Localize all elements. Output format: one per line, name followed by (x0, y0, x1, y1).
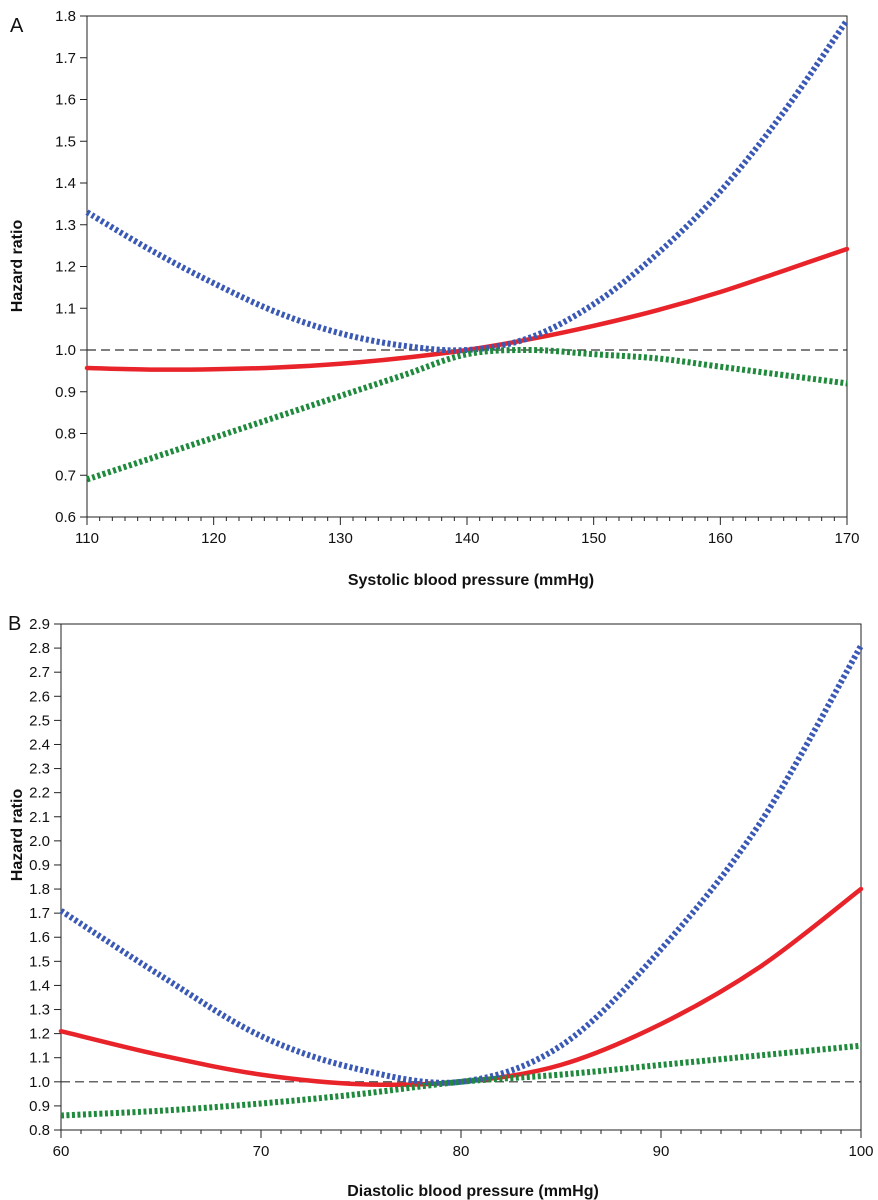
panel-b-y-tick-label: 0.9 (29, 1098, 50, 1115)
panel-a-x-tick-label: 160 (708, 530, 733, 547)
panel-a-y-tick-label: 1.7 (55, 50, 76, 67)
panel-a-x-axis-label: Systolic blood pressure (mmHg) (348, 572, 594, 589)
panel-b-series-dotted-blue (59, 644, 864, 1086)
panel-b-y-tick-label: 2.7 (29, 664, 50, 681)
panel-a-plot: 110 120 130 140 150 160 170 0.6 0.7 0.8 0.9 1.0 1.1 1… (55, 8, 859, 547)
panel-a-x-tick-label: 170 (834, 530, 859, 547)
panel-b-y-tick-label: 1.2 (29, 1026, 50, 1043)
panel-b-frame (60, 623, 862, 1131)
panel-b-y-tick-label: 1.1 (29, 1050, 50, 1067)
panel-a-series-dotted-green (86, 347, 848, 483)
panel-b-x-tick-label: 100 (848, 1143, 873, 1160)
panel-b-y-tick-label: 1.8 (29, 881, 50, 898)
panel-b-x-tick-label: 80 (453, 1143, 470, 1160)
panel-b-y-tick-label: 1.5 (29, 953, 50, 970)
panel-a-letter: A (10, 15, 24, 37)
panel-a-y-tick-label: 1.1 (55, 300, 76, 317)
panel-b-x-axis-label: Diastolic blood pressure (mmHg) (347, 1183, 599, 1200)
panel-b-y-tick-label: 2.5 (29, 712, 50, 729)
panel-b-y-tick-label: 1.3 (29, 1002, 50, 1019)
panel-b-plot: 60 70 80 90 100 0.8 0.9 1.0 1.1 1.2 1.3 1.4 1.5 1.6 1.… (29, 616, 873, 1160)
panel-a-y-tick-label: 0.8 (55, 426, 76, 443)
panel-b-y-tick-label: 1.4 (29, 977, 50, 994)
panel-a-y-axis-label: Hazard ratio (9, 220, 26, 313)
panel-b-x-tick-label: 90 (653, 1143, 670, 1160)
panel-a-x-tick-label: 130 (328, 530, 353, 547)
panel-b-y-tick-label: 1.7 (29, 905, 50, 922)
panel-a-y-tick-label: 0.7 (55, 467, 76, 484)
panel-a-y-tick-label: 1.5 (55, 133, 76, 150)
panel-a-y-tick-label: 1.8 (55, 8, 76, 25)
panel-a-x-tick-label: 140 (454, 530, 479, 547)
panel-a-x-tick-label: 110 (75, 530, 99, 547)
panel-a-x-tick-label: 120 (201, 530, 226, 547)
panel-a-y-tick-label: 1.0 (55, 342, 76, 359)
panel-b-y-tick-label: 0.8 (29, 1122, 50, 1139)
panel-b-x-tick-label: 60 (53, 1143, 70, 1160)
panel-a-y-tick-label: 0.6 (55, 509, 76, 526)
panel-a-y-tick-label: 1.2 (55, 259, 76, 276)
panel-b-y-tick-label: 2.0 (29, 833, 50, 850)
panel-a-y-tick-label: 0.9 (55, 384, 76, 401)
panel-b-y-tick-label: 2.3 (29, 761, 50, 778)
panel-a-y-tick-label: 1.4 (55, 175, 76, 192)
panel-b-y-tick-label: 2.1 (29, 809, 50, 826)
panel-b-y-tick-label: 2.2 (29, 785, 50, 802)
panel-b-y-tick-label: 1.0 (29, 1074, 50, 1091)
panel-b-y-tick-label: 2.6 (29, 688, 50, 705)
panel-b: B 60 70 80 90 100 0.8 0.9 1.0 1.1 1.2 1.3 1.4 1.5 1.6… (8, 613, 874, 1200)
panel-a-frame (86, 15, 848, 518)
panel-b-y-tick-label: 2.8 (29, 640, 50, 657)
panel-a-x-tick-label: 150 (581, 530, 606, 547)
panel-b-series-dotted-green (60, 1042, 862, 1119)
panel-b-y-tick-label: 2.4 (29, 736, 50, 753)
panel-a: A 110 120 130 140 150 160 170 0.6 0.7 0.8 0.9 1.0 1.… (9, 8, 860, 589)
panel-b-letter: B (8, 613, 21, 635)
panel-b-y-tick-label: 2.9 (29, 616, 50, 633)
panel-b-y-axis-label: Hazard ratio (9, 789, 26, 882)
panel-b-x-tick-label: 70 (253, 1143, 270, 1160)
panel-a-series-dotted-blue (85, 18, 850, 354)
panel-b-y-tick-label: 1.6 (29, 929, 50, 946)
panel-a-y-tick-label: 1.3 (55, 217, 76, 234)
panel-a-y-tick-label: 1.6 (55, 92, 76, 109)
panel-b-y-tick-label: 0.9 (29, 857, 50, 874)
